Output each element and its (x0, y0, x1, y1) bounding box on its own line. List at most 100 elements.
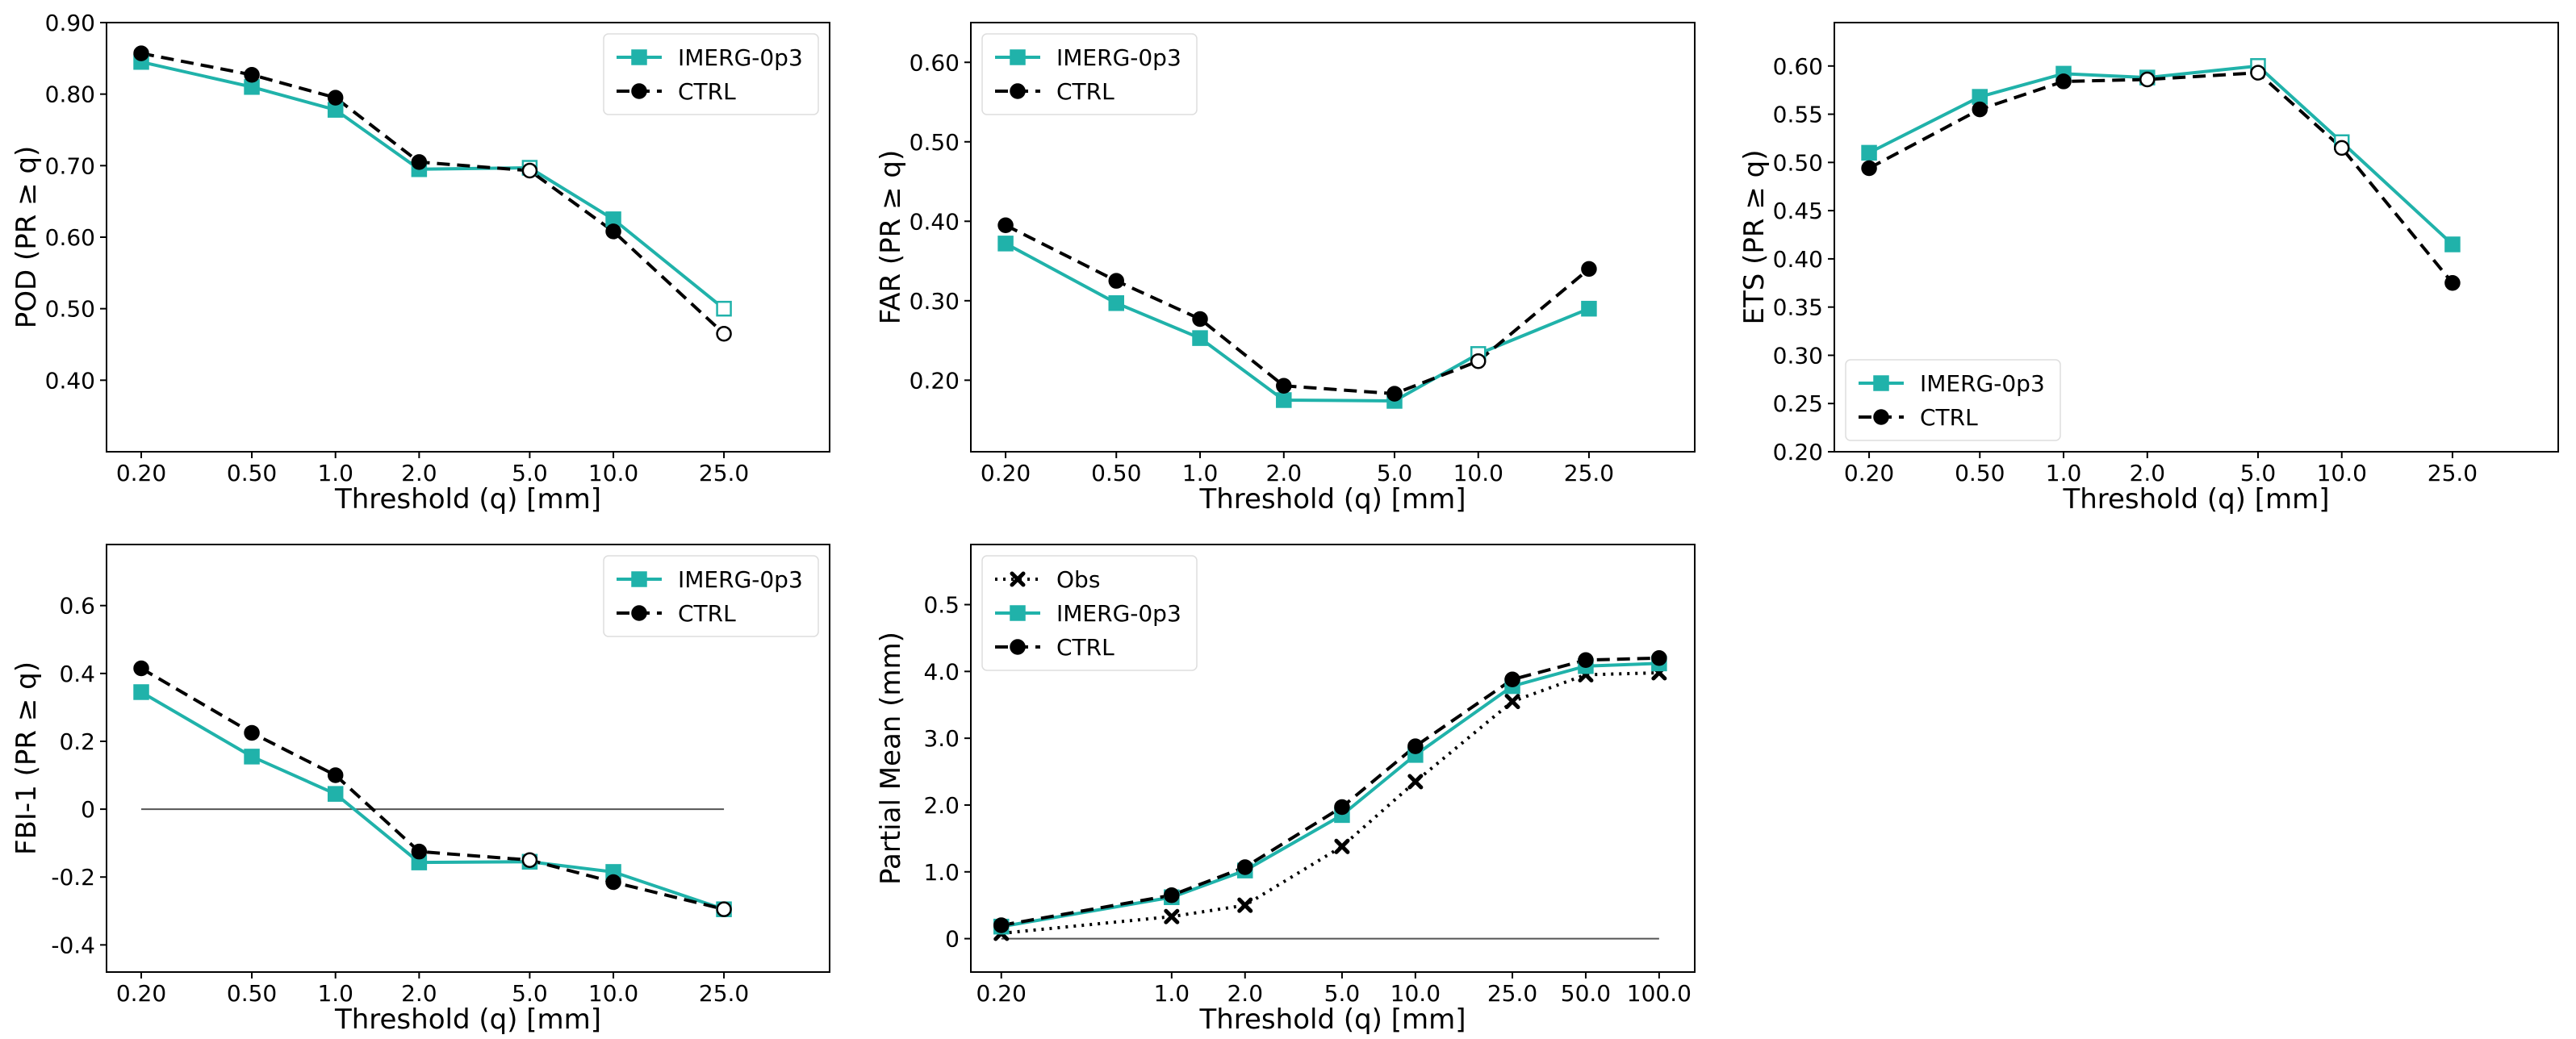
legend-label: IMERG-0p3 (1056, 600, 1181, 627)
data-point-obs (1237, 897, 1253, 913)
data-point-ctrl (133, 660, 149, 677)
plot-frame (970, 544, 1696, 973)
y-tick-label: 0.70 (45, 152, 95, 179)
data-point-imerg-0p3 (716, 300, 732, 317)
x-tick-label: 1.0 (2046, 460, 2082, 486)
y-tick-label: 0.60 (1773, 53, 1823, 80)
data-point-ctrl (327, 767, 344, 783)
x-tick-label: 0.50 (227, 460, 277, 486)
data-point-ctrl (1504, 671, 1520, 688)
legend-label: CTRL (678, 78, 736, 105)
data-point-obs (1334, 838, 1350, 854)
y-tick-label: 0.20 (1773, 439, 1823, 465)
chart-panel-far: 0.20 0.30 0.40 0.50 0.60 0.20 0.50 1.0 2.0 5.0 10.… (875, 22, 1696, 515)
series-line-ctrl (1001, 656, 1659, 928)
y-tick-label: 0.40 (45, 367, 95, 394)
x-tick-label: 10.0 (1390, 980, 1441, 1007)
legend: Obs IMERG-0p3 CTRL (981, 555, 1198, 671)
legend-label: CTRL (1056, 634, 1114, 661)
x-axis-title: Threshold (q) [mm] (1198, 1004, 1466, 1036)
y-tick-label: 0.45 (1773, 198, 1823, 224)
y-tick-label: 4.0 (923, 658, 960, 685)
y-tick-label: 0.30 (1773, 342, 1823, 369)
data-point-obs (1504, 694, 1520, 710)
y-tick-label: 0.6 (59, 593, 95, 620)
series-line-ctrl (1868, 71, 2454, 285)
data-point-ctrl (1861, 160, 1877, 177)
plot-frame (106, 544, 830, 973)
chart-panel-pod: 0.40 0.50 0.60 0.70 0.80 0.90 0.20 0.50 1.0 2.0 5.… (10, 10, 830, 515)
data-point-ctrl (1108, 273, 1125, 289)
data-point-ctrl (2250, 65, 2266, 81)
y-tick-label: 0.60 (45, 224, 95, 251)
data-point-ctrl (1276, 378, 1292, 394)
legend-marker (1873, 375, 1889, 391)
data-point-ctrl (605, 223, 621, 240)
x-tick-label: 0.20 (116, 980, 166, 1007)
data-point-ctrl (1334, 799, 1350, 816)
chart-panel-ets: 0.20 0.25 0.30 0.35 0.40 0.45 0.50 0.55 0.60 0.20… (1738, 22, 2559, 515)
x-axis-title: Threshold (q) [mm] (334, 1004, 601, 1036)
x-tick-label: 2.0 (401, 460, 437, 486)
x-tick-label: 2.0 (2130, 460, 2166, 486)
legend-box (603, 555, 819, 637)
data-point-ctrl (716, 901, 732, 917)
y-tick-label: 0.2 (59, 728, 95, 755)
data-point-ctrl (1972, 101, 1988, 118)
x-tick-label: 1.0 (1154, 980, 1190, 1007)
x-tick-label: 2.0 (401, 980, 437, 1007)
legend-marker (1010, 49, 1026, 65)
x-tick-label: 25.0 (1487, 980, 1537, 1007)
x-axis-title: Threshold (q) [mm] (334, 483, 601, 515)
data-point-ctrl (997, 217, 1014, 233)
x-tick-label: 2.0 (1227, 980, 1263, 1007)
x-tick-label: 5.0 (1324, 980, 1361, 1007)
x-tick-label: 25.0 (699, 980, 749, 1007)
series-line-ctrl (140, 666, 725, 912)
legend-label: CTRL (1920, 404, 1978, 431)
data-point-ctrl (716, 325, 732, 342)
y-tick-label: 0.50 (1773, 149, 1823, 176)
x-tick-label: 25.0 (699, 460, 749, 486)
data-point-imerg-0p3 (1276, 392, 1292, 408)
legend-box (603, 33, 819, 115)
x-axis-title: Threshold (q) [mm] (1198, 483, 1466, 515)
legend-box (981, 33, 1198, 115)
x-tick-label: 100.0 (1627, 980, 1692, 1007)
chart-panel-partial-mean: 0 1.0 2.0 3.0 4.0 0.5 0.20 1.0 2.0 5.0 10.0 25.0 50.… (875, 544, 1696, 1036)
y-tick-label: 1.0 (923, 859, 960, 886)
y-tick-label: 0.50 (45, 296, 95, 323)
x-tick-label: 25.0 (2428, 460, 2478, 486)
x-tick-label: 5.0 (2240, 460, 2277, 486)
data-point-imerg-0p3 (1192, 330, 1208, 346)
data-point-ctrl (1581, 261, 1597, 277)
legend-label: IMERG-0p3 (678, 44, 803, 71)
y-axis-title: Partial Mean (mm) (875, 632, 907, 885)
y-tick-label: 0.40 (910, 208, 960, 235)
y-axis-title: FBI-1 (PR ≥ q) (10, 661, 43, 855)
y-tick-label: 0.30 (910, 288, 960, 315)
y-tick-label: 0.50 (910, 129, 960, 156)
data-point-ctrl (1470, 353, 1487, 369)
x-tick-label: 50.0 (1561, 980, 1611, 1007)
data-point-ctrl (327, 90, 344, 106)
x-tick-label: 1.0 (317, 460, 353, 486)
data-point-ctrl (1164, 887, 1180, 903)
x-tick-label: 5.0 (1377, 460, 1413, 486)
x-tick-label: 0.50 (227, 980, 277, 1007)
x-axis-title: Threshold (q) [mm] (2062, 483, 2329, 515)
y-tick-label: -0.2 (51, 864, 95, 891)
y-tick-label: 2.0 (923, 792, 960, 819)
x-tick-label: 5.0 (512, 980, 548, 1007)
y-tick-label: 0.5 (923, 592, 960, 619)
data-point-ctrl (1386, 386, 1403, 402)
y-tick-label: 0.4 (59, 661, 95, 687)
y-tick-label: 0 (81, 796, 95, 823)
y-tick-label: 0.80 (45, 81, 95, 108)
data-point-ctrl (521, 162, 538, 179)
legend-marker (1010, 571, 1026, 587)
series-line-imerg-0p3 (1005, 242, 1590, 403)
y-tick-label: 0.20 (910, 367, 960, 394)
x-tick-label: 0.20 (116, 460, 166, 486)
data-point-ctrl (1578, 652, 1594, 669)
